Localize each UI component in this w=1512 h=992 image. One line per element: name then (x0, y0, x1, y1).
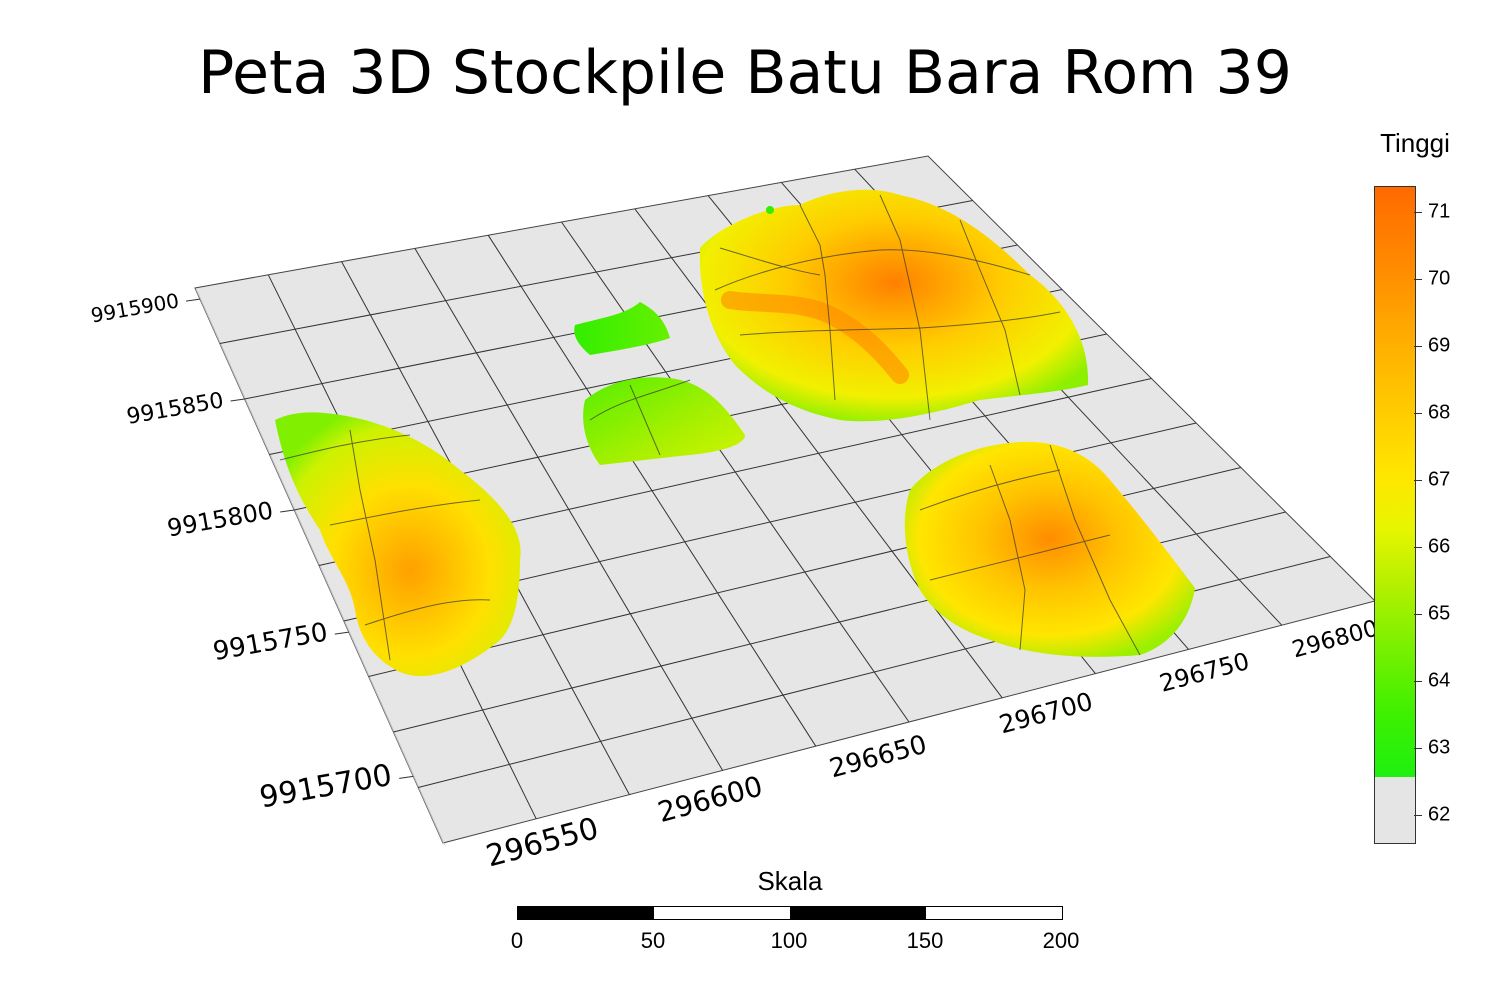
scale-segment (654, 907, 790, 919)
legend-label: 68 (1428, 401, 1451, 424)
northing-tick (334, 631, 349, 635)
northing-label: 9915900 (89, 288, 181, 327)
scale-label: 100 (770, 928, 808, 953)
northing-label: 9915800 (165, 496, 275, 542)
legend-label: 62 (1428, 803, 1451, 826)
legend-tick (1414, 212, 1422, 213)
northing-label: 9915750 (211, 617, 330, 667)
stockpile-east (904, 441, 1195, 657)
map-title: Peta 3D Stockpile Batu Bara Rom 39 (198, 38, 1292, 108)
legend-tick (1414, 480, 1422, 481)
pile-contours (279, 194, 1141, 661)
scale-title: Skala (757, 866, 823, 896)
legend-label: 65 (1428, 602, 1451, 625)
easting-label: 296800 (1289, 616, 1381, 664)
legend-base-swatch (1375, 777, 1415, 843)
legend-label: 67 (1428, 468, 1451, 491)
stockpile-west (275, 412, 521, 677)
legend-label: 70 (1428, 267, 1451, 290)
easting-label: 296750 (1157, 647, 1253, 698)
legend-tick (1414, 547, 1422, 548)
stockpile-northeast (699, 189, 1089, 422)
scale-label: 150 (906, 928, 944, 953)
northing-label: 9915850 (125, 388, 226, 430)
legend-label: 71 (1428, 200, 1451, 223)
scale-segment (926, 907, 1062, 919)
legend-color-bar (1374, 186, 1416, 844)
legend-title: Tinggi (1380, 128, 1450, 158)
base-plane-edge (195, 288, 446, 847)
scale-label: 50 (640, 928, 666, 953)
stockpile-center (583, 377, 745, 465)
legend-tick (1414, 279, 1422, 280)
legend-tick (1414, 346, 1422, 347)
legend-tick (1414, 815, 1422, 816)
legend-label: 64 (1428, 669, 1451, 692)
northing-tick (185, 298, 201, 302)
scale-bar (517, 906, 1063, 920)
scale-label: 200 (1042, 928, 1080, 953)
northing-tick (280, 509, 295, 513)
scale-label: 0 (510, 928, 524, 953)
legend-label: 63 (1428, 736, 1451, 759)
northing-tick (230, 398, 245, 402)
legend-tick (1414, 413, 1422, 414)
northing-tick (399, 775, 414, 779)
legend-tick (1414, 614, 1422, 615)
scale-segment (518, 907, 654, 919)
legend-label: 69 (1428, 334, 1451, 357)
northing-label: 9915700 (257, 758, 395, 816)
scale-segment (790, 907, 926, 919)
legend-label: 66 (1428, 535, 1451, 558)
stockpile-small (574, 302, 670, 355)
legend-tick (1414, 681, 1422, 682)
stockpile-speck (766, 206, 774, 214)
stockpile-northeast-ridge (721, 291, 909, 384)
grid-line (634, 208, 1003, 699)
legend-tick (1414, 748, 1422, 749)
